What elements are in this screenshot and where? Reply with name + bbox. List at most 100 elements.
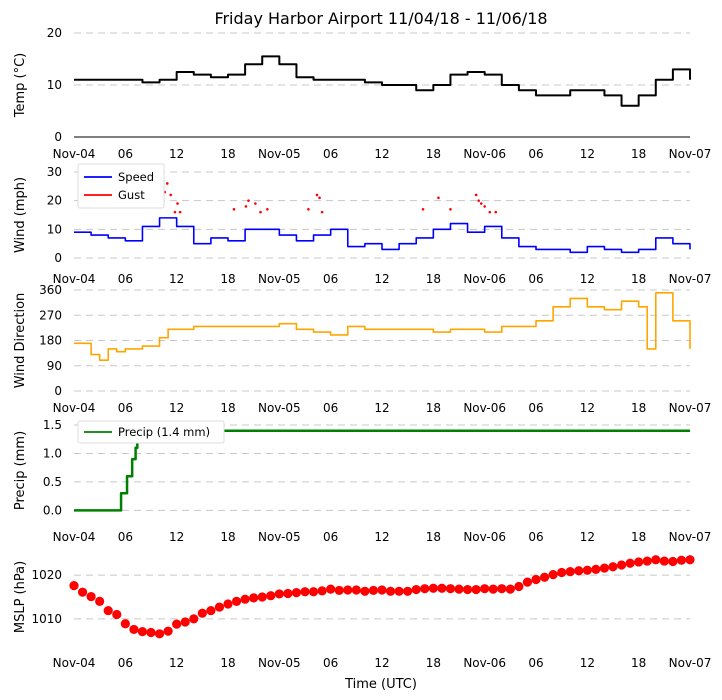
panel-temp: 0 10 20 Nov-04 06 12 18 Nov-05 06 12 18 Nov-06 06 12 1… bbox=[13, 26, 711, 161]
mslp-point bbox=[659, 556, 669, 566]
mslp-point bbox=[582, 565, 592, 575]
wind-gust-point bbox=[488, 210, 492, 214]
wind-speed-line bbox=[74, 217, 691, 254]
mslp-xtick-label: 18 bbox=[426, 656, 441, 670]
mslp-point bbox=[497, 584, 507, 594]
direction-ytick-label: 90 bbox=[47, 359, 62, 373]
wind-legend-speed-label: Speed bbox=[118, 170, 154, 184]
wind-gust-point bbox=[244, 205, 248, 208]
mslp-point bbox=[163, 626, 173, 636]
precip-xtick-label: 06 bbox=[528, 530, 543, 544]
wind-gust-point bbox=[247, 199, 250, 202]
wind-gust-point bbox=[169, 193, 172, 197]
wind-gust-point bbox=[318, 196, 321, 200]
x-axis-label: Time (UTC) bbox=[344, 677, 417, 692]
mslp-point bbox=[95, 596, 105, 606]
mslp-point bbox=[574, 566, 584, 576]
mslp-point bbox=[608, 562, 618, 572]
mslp-point bbox=[214, 602, 225, 612]
panel-mslp: 1010 1020 Nov-04 06 12 18 Nov-05 06 12 18 Nov-06 06… bbox=[13, 555, 711, 670]
precip-legend-label: Precip (1.4 mm) bbox=[118, 425, 210, 439]
wind-gust-point bbox=[254, 202, 257, 205]
precip-y-axis-label: Precip (mm) bbox=[13, 431, 28, 510]
figure-title: Friday Harbor Airport 11/04/18 - 11/06/1… bbox=[214, 9, 547, 28]
mslp-point bbox=[240, 594, 250, 604]
mslp-point bbox=[291, 588, 302, 598]
mslp-point bbox=[634, 557, 644, 567]
mslp-point bbox=[599, 563, 610, 573]
mslp-point bbox=[360, 586, 370, 596]
mslp-point bbox=[420, 584, 430, 594]
mslp-point bbox=[77, 587, 88, 597]
temp-xtick-label: 18 bbox=[426, 147, 441, 161]
mslp-point bbox=[548, 570, 558, 580]
mslp-point bbox=[642, 556, 652, 566]
wind-gust-point bbox=[315, 193, 319, 197]
precip-xtick-label: Nov-05 bbox=[258, 530, 301, 544]
mslp-point bbox=[445, 584, 456, 594]
temp-xtick-label: Nov-07 bbox=[669, 147, 712, 161]
mslp-point bbox=[411, 584, 421, 595]
direction-xtick-label: 06 bbox=[528, 401, 543, 415]
mslp-point bbox=[557, 567, 567, 578]
mslp-xtick-label: 12 bbox=[374, 656, 389, 670]
temp-xtick-label: 06 bbox=[118, 147, 133, 161]
wind-xtick-label: 12 bbox=[374, 272, 389, 286]
mslp-point bbox=[394, 586, 404, 596]
mslp-xtick-label: 06 bbox=[528, 656, 543, 670]
mslp-point bbox=[531, 574, 541, 585]
mslp-point bbox=[651, 555, 661, 565]
precip-xtick-label: 12 bbox=[580, 530, 595, 544]
mslp-point bbox=[137, 627, 148, 637]
mslp-xtick-label: 06 bbox=[118, 656, 133, 670]
direction-ytick-label: 360 bbox=[39, 283, 62, 297]
wind-legend-box bbox=[77, 163, 165, 209]
mslp-point bbox=[403, 586, 413, 596]
direction-y-axis-label: Wind Direction bbox=[13, 293, 28, 389]
temp-xtick-label: 12 bbox=[374, 147, 389, 161]
precip-xtick-label: 06 bbox=[323, 530, 338, 544]
mslp-xtick-label: 06 bbox=[323, 656, 338, 670]
mslp-point bbox=[326, 584, 336, 594]
temp-xtick-label: 06 bbox=[528, 147, 543, 161]
wind-xtick-label: 06 bbox=[528, 272, 543, 286]
panel-direction: 0 90 180 270 360 Nov-04 06 12 18 Nov-05 06 12 18 Nov-… bbox=[13, 283, 711, 415]
wind-xtick-label: 18 bbox=[220, 272, 235, 286]
wind-xtick-label: 18 bbox=[631, 272, 646, 286]
precip-ytick-label: 1.0 bbox=[43, 446, 62, 460]
mslp-point bbox=[249, 593, 259, 603]
wind-gust-point bbox=[483, 205, 486, 208]
precip-ytick-label: 1.5 bbox=[43, 418, 62, 432]
wind-gust-point bbox=[479, 202, 483, 205]
direction-xtick-label: 06 bbox=[323, 401, 338, 415]
mslp-ytick-label: 1020 bbox=[31, 568, 62, 582]
mslp-point bbox=[428, 583, 438, 593]
wind-gust-point bbox=[165, 182, 169, 185]
temp-xtick-label: 06 bbox=[323, 147, 338, 161]
wind-gust-point bbox=[474, 193, 478, 197]
wind-xtick-label: Nov-07 bbox=[669, 272, 712, 286]
mslp-point bbox=[676, 555, 687, 565]
precip-xtick-label: 18 bbox=[426, 530, 441, 544]
direction-ytick-label: 270 bbox=[39, 308, 62, 322]
direction-xtick-label: 06 bbox=[118, 401, 133, 415]
direction-series-line bbox=[74, 292, 691, 361]
direction-xtick-label: Nov-07 bbox=[669, 401, 712, 415]
mslp-point bbox=[223, 599, 233, 609]
mslp-xtick-label: Nov-07 bbox=[669, 656, 712, 670]
mslp-point bbox=[471, 584, 481, 595]
mslp-point bbox=[334, 585, 344, 596]
mslp-point bbox=[197, 608, 207, 618]
wind-xtick-label: 18 bbox=[426, 272, 441, 286]
wind-xtick-label: 06 bbox=[323, 272, 338, 286]
mslp-point bbox=[462, 584, 473, 595]
wind-ytick-label: 0 bbox=[54, 251, 62, 265]
wind-gust-point bbox=[477, 199, 480, 202]
mslp-point bbox=[591, 564, 601, 575]
direction-xtick-label: Nov-05 bbox=[258, 401, 301, 415]
mslp-point bbox=[266, 591, 276, 601]
precip-legend: Precip (1.4 mm) bbox=[77, 420, 225, 444]
temp-ytick-label: 0 bbox=[54, 130, 62, 144]
mslp-point bbox=[231, 596, 242, 606]
